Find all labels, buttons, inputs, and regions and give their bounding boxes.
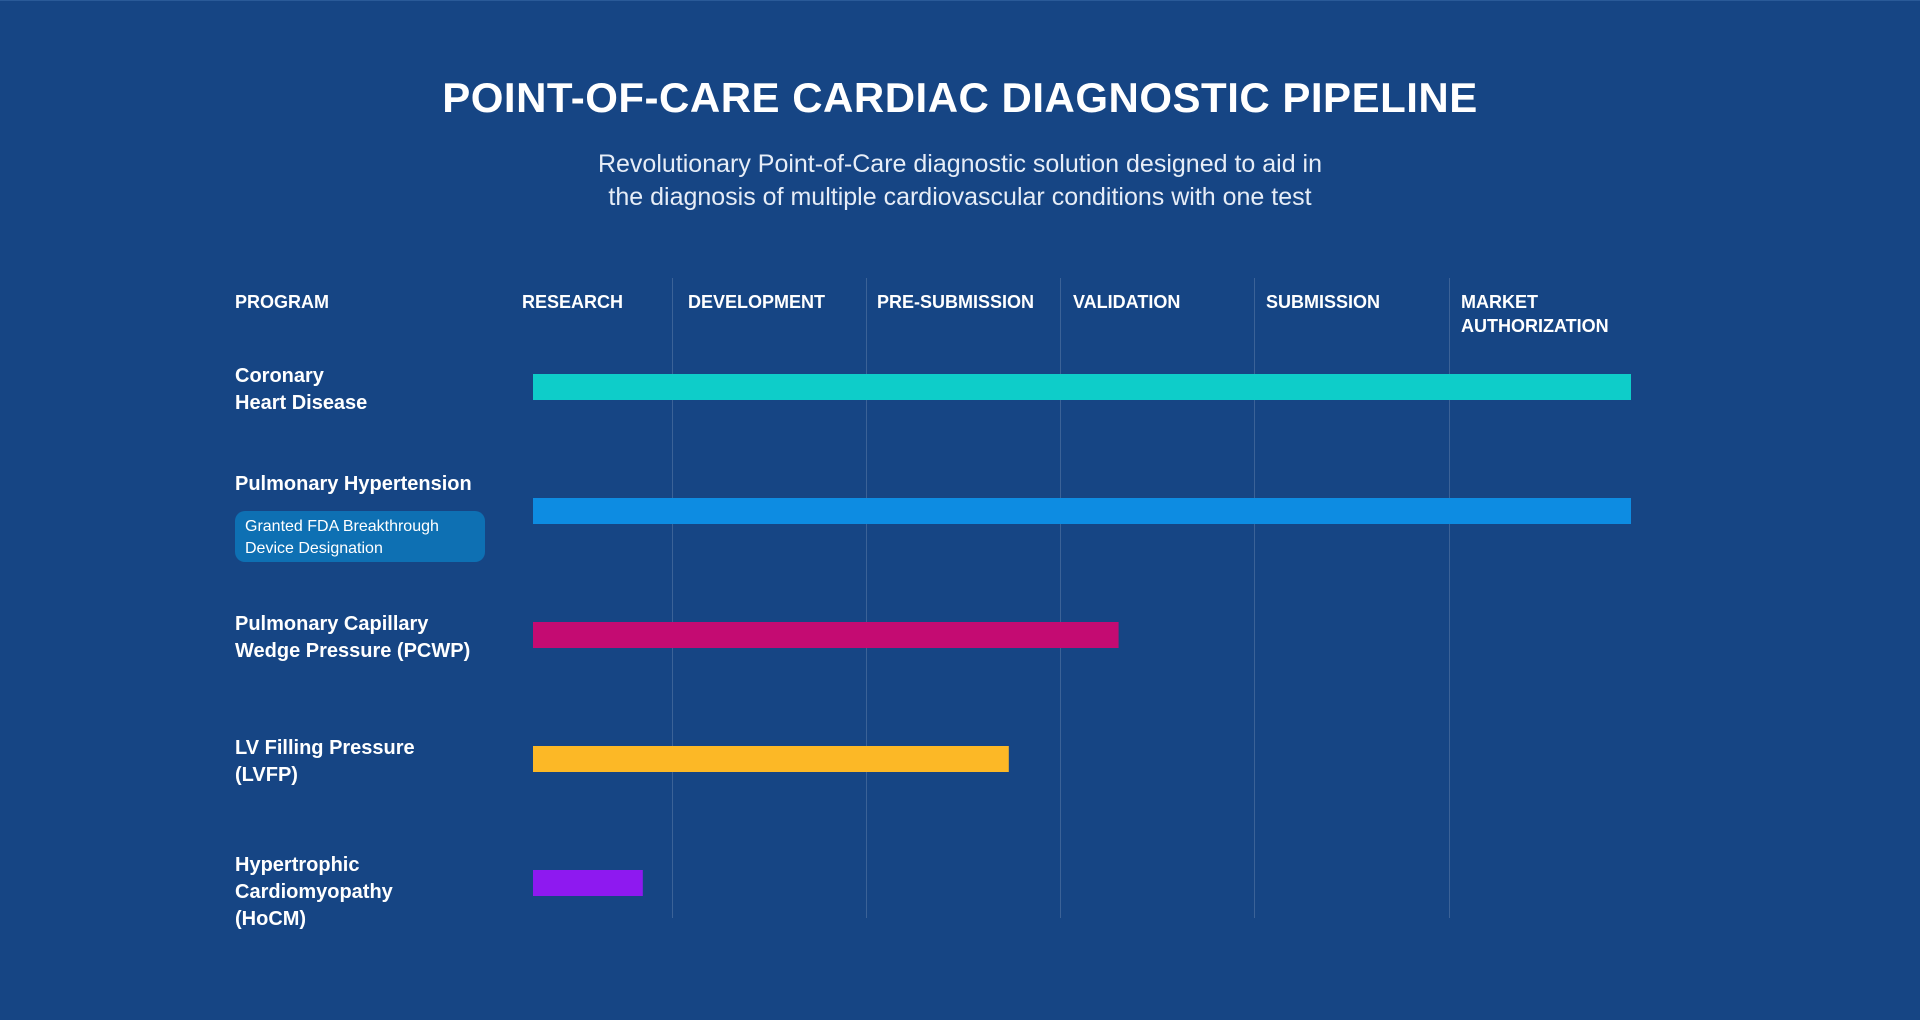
stage-header-line: PRE-SUBMISSION: [877, 292, 1035, 312]
stage-header-line: RESEARCH: [522, 292, 624, 312]
program-column-header: PROGRAM: [235, 292, 329, 312]
badge-line: Device Designation: [245, 540, 383, 557]
stage-header-market-authorization: MARKET AUTHORIZATION: [1461, 290, 1609, 338]
program-label-lvfp: LV Filling Pressure (LVFP): [235, 735, 415, 789]
stage-header-line: DEVELOPMENT: [688, 292, 826, 312]
stage-header-validation: VALIDATION: [1073, 290, 1180, 314]
progress-bar-4: [533, 746, 1009, 772]
stage-header-line: SUBMISSION: [1266, 292, 1381, 312]
grid-line: [866, 278, 867, 918]
top-divider: [0, 0, 1920, 1]
program-label-pulmonary-hypertension: Pulmonary Hypertension: [235, 471, 472, 498]
chart-subtitle: Revolutionary Point-of-Care diagnostic s…: [460, 148, 1460, 214]
badge-line: Granted FDA Breakthrough: [245, 518, 439, 535]
program-label-line: Cardiomyopathy: [235, 881, 393, 903]
grid-line: [1449, 278, 1450, 918]
progress-bar-2: [533, 498, 1631, 524]
progress-bar-1: [533, 374, 1631, 400]
chart-title: POINT-OF-CARE CARDIAC DIAGNOSTIC PIPELIN…: [442, 74, 1478, 121]
subtitle-line: Revolutionary Point-of-Care diagnostic s…: [597, 150, 1323, 178]
program-label-line: LV Filling Pressure: [235, 737, 415, 759]
program-label-pcwp: Pulmonary Capillary Wedge Pressure (PCWP…: [235, 611, 470, 665]
program-label-line: (LVFP): [235, 764, 298, 786]
program-label-line: Hypertrophic: [235, 854, 360, 876]
program-label-line: Pulmonary Capillary: [235, 613, 429, 635]
program-label-line: Coronary: [235, 365, 324, 387]
program-label-line: (HoCM): [235, 908, 307, 930]
stage-header-line: AUTHORIZATION: [1461, 316, 1609, 336]
progress-bar-5: [533, 870, 643, 896]
grid-line: [672, 278, 673, 918]
stage-header-research: RESEARCH: [522, 290, 623, 314]
stage-header-line: MARKET: [1461, 292, 1538, 312]
grid-line: [1060, 278, 1061, 918]
stage-header-submission: SUBMISSION: [1266, 290, 1380, 314]
stage-header-line: VALIDATION: [1073, 292, 1181, 312]
progress-bar-3: [533, 622, 1119, 648]
subtitle-line: the diagnosis of multiple cardiovascular…: [608, 183, 1312, 211]
stage-header-development: DEVELOPMENT: [688, 290, 825, 314]
program-label-hocm: Hypertrophic Cardiomyopathy (HoCM): [235, 852, 393, 933]
program-label-coronary-heart-disease: Coronary Heart Disease: [235, 363, 367, 417]
program-label-line: Wedge Pressure (PCWP): [235, 640, 471, 662]
fda-breakthrough-badge: Granted FDA Breakthrough Device Designat…: [235, 511, 485, 562]
program-label-line: Heart Disease: [235, 392, 368, 414]
program-label-line: Pulmonary Hypertension: [235, 473, 472, 495]
stage-header-pre-submission: PRE-SUBMISSION: [877, 290, 1034, 314]
grid-line: [1254, 278, 1255, 918]
